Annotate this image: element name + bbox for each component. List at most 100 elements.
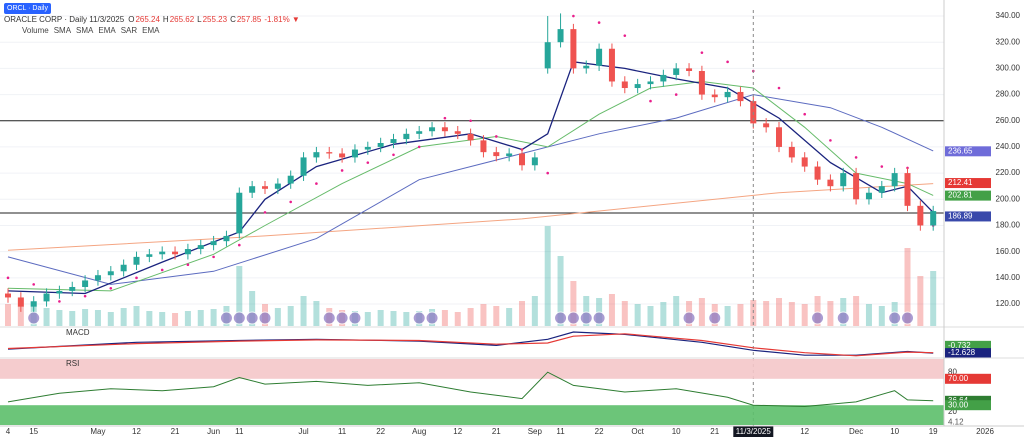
candle-body	[223, 235, 230, 242]
x-tick-label: Jun	[207, 427, 220, 436]
volume-bar	[69, 311, 76, 326]
volume-bar	[724, 306, 731, 326]
indicator-name[interactable]: EMA	[98, 26, 116, 35]
x-tick-label: 2026	[976, 427, 994, 436]
x-tick-label: May	[90, 427, 105, 436]
title: ORACLE CORP · Daily 11/3/2025	[4, 15, 125, 24]
price-tag: 4.12	[948, 417, 964, 426]
y-tick-label: 340.00	[996, 11, 1021, 20]
x-tick-label: 12	[800, 427, 809, 436]
price-tag: 202.81	[948, 191, 973, 200]
sar-dot	[880, 165, 884, 168]
candle-body	[776, 127, 782, 147]
volume-bar	[930, 271, 937, 326]
volume-bar	[120, 308, 127, 326]
event-icon	[901, 311, 914, 325]
price-tag-bg	[945, 348, 991, 359]
sar-dot	[160, 268, 164, 272]
candle-body	[262, 186, 268, 189]
candle-body	[827, 179, 834, 187]
volume-bar	[287, 306, 294, 326]
candle-body	[724, 91, 731, 98]
x-tick-label: 12	[132, 427, 141, 436]
sar-dot	[417, 145, 421, 149]
volume-bar	[557, 256, 564, 326]
volume-bar	[621, 301, 628, 326]
volume-bar	[274, 308, 281, 326]
indicator-name[interactable]: SMA	[76, 26, 94, 35]
sar-dot	[212, 255, 215, 259]
sar-dot	[495, 135, 498, 138]
candle-body	[441, 127, 448, 132]
y-tick-label: 20	[948, 407, 957, 416]
moving-average	[7, 80, 934, 292]
x-tick-label: Dec	[849, 427, 863, 436]
candle-body	[840, 173, 847, 187]
sar-dot	[572, 14, 575, 18]
candle-body	[660, 74, 667, 82]
candle-body	[249, 186, 256, 193]
volume-bar	[5, 304, 11, 326]
symbol-tag[interactable]: ORCL · Daily	[4, 3, 51, 14]
price-tag: 212.41	[948, 178, 973, 187]
event-icon	[412, 311, 426, 325]
indicator-name[interactable]: SAR	[120, 26, 138, 35]
volume-bar	[853, 296, 860, 326]
price-tag-bg	[945, 190, 991, 201]
volume-bar	[904, 248, 911, 326]
event-icon	[245, 311, 259, 325]
candle-body	[557, 29, 564, 43]
event-icon	[682, 311, 696, 325]
candle-body	[184, 249, 191, 255]
candle-body	[146, 254, 153, 257]
moving-average	[7, 183, 934, 251]
volume-bar	[814, 296, 821, 326]
event-icon	[27, 311, 41, 325]
candle-body	[390, 139, 397, 143]
volume-bar	[159, 312, 166, 326]
candle-body	[133, 256, 140, 265]
x-tick-label: 22	[376, 427, 385, 436]
candle-body	[197, 245, 204, 250]
event-icon	[566, 311, 580, 325]
candle-body	[467, 133, 474, 141]
candle-body	[621, 81, 628, 89]
x-tick-label: 19	[929, 427, 938, 436]
candle-body	[711, 94, 718, 98]
candle-body	[763, 123, 770, 128]
event-icon	[335, 311, 349, 325]
event-icon	[836, 311, 850, 325]
event-icon	[348, 311, 362, 325]
candle-body	[159, 251, 166, 255]
sar-dot	[340, 169, 344, 172]
volume-bar	[660, 302, 667, 326]
price-tag-bg	[945, 340, 991, 351]
candle-body	[737, 91, 744, 102]
candle-body	[377, 142, 384, 147]
volume-bar	[608, 294, 615, 326]
candle-body	[544, 42, 551, 69]
indicator-name[interactable]: EMA	[142, 26, 160, 35]
volume-bar	[634, 304, 641, 326]
candle-body	[274, 183, 281, 189]
y-tick-label: 240.00	[996, 142, 1021, 151]
candle-body	[94, 275, 101, 281]
indicator-name[interactable]: Volume	[22, 26, 49, 35]
price-tag-bg	[945, 373, 991, 384]
y-tick-label: 260.00	[996, 116, 1021, 125]
sar-dot	[829, 139, 832, 142]
volume-bar	[82, 309, 89, 326]
event-icon	[579, 311, 593, 325]
price-tag: 70.00	[948, 374, 969, 383]
x-tick-label: 12	[453, 427, 462, 436]
volume-bar	[506, 308, 513, 326]
indicator-name[interactable]: SMA	[53, 26, 72, 35]
candle-body	[351, 149, 358, 158]
volume-bar	[377, 310, 384, 326]
candle-body	[493, 152, 500, 157]
volume-bar	[56, 310, 63, 326]
candle-body	[583, 65, 590, 69]
candle-body	[69, 286, 76, 291]
volume-bar	[364, 312, 371, 326]
volume-bar	[673, 296, 680, 326]
